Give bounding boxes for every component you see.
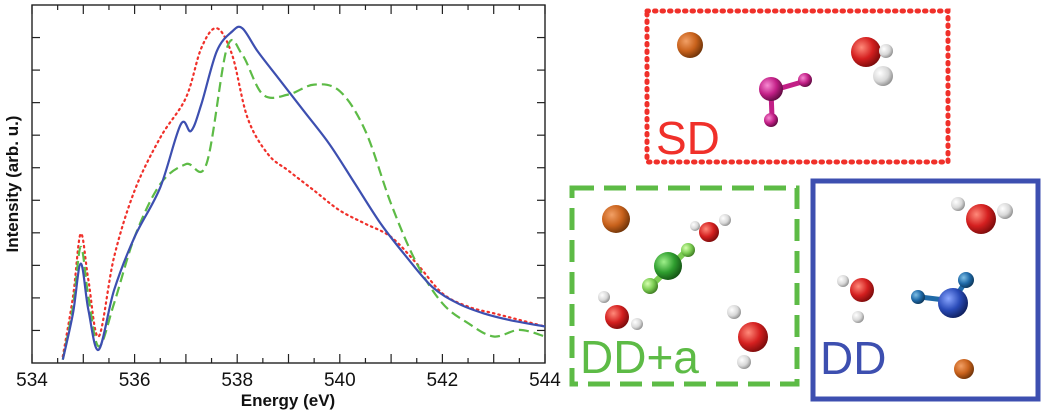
xas-spectrum-chart: 534 536 538 540 542 544 Energy (eV) Intensity… — [3, 4, 561, 410]
water-molecule — [851, 37, 893, 86]
panel-sd-frame — [644, 8, 951, 165]
water-molecule — [951, 197, 1013, 234]
x-tick-label: 536 — [119, 370, 151, 391]
panel-sd: SD — [644, 8, 951, 165]
panel-dd-label: DD — [820, 332, 886, 384]
y-axis-title: Intensity (arb. u.) — [3, 116, 22, 253]
panel-dd-a-frame — [569, 185, 800, 387]
panel-sd-label: SD — [656, 112, 720, 164]
series-line-dd-a — [61, 39, 545, 360]
water-molecule — [727, 305, 768, 369]
x-tick-labels: 534 536 538 540 542 544 — [16, 370, 561, 391]
series-line-dd — [61, 25, 545, 360]
x-axis-title: Energy (eV) — [241, 391, 335, 410]
x-tick-label: 538 — [221, 370, 253, 391]
water-molecule — [690, 214, 731, 242]
x-tick-label: 542 — [427, 370, 459, 391]
chloride-hcl-molecule — [642, 243, 695, 294]
panel-dd: DD — [810, 178, 1041, 402]
sd-ion-molecule — [759, 73, 812, 127]
water-molecule — [837, 275, 874, 323]
cation-atom — [602, 205, 630, 233]
panel-dd-a-label: DD+a — [580, 331, 699, 383]
dd-ion-molecule — [911, 272, 974, 318]
x-tick-label: 534 — [16, 370, 48, 391]
series-layer — [61, 25, 545, 360]
cation-atom — [954, 359, 974, 379]
water-molecule — [598, 291, 643, 330]
tick-marks — [31, 5, 546, 363]
x-tick-label: 540 — [324, 370, 356, 391]
cation-atom — [677, 32, 703, 58]
panel-dd-a: DD+a — [569, 185, 800, 387]
x-tick-label: 544 — [529, 370, 561, 391]
panel-dd-frame — [810, 178, 1041, 402]
